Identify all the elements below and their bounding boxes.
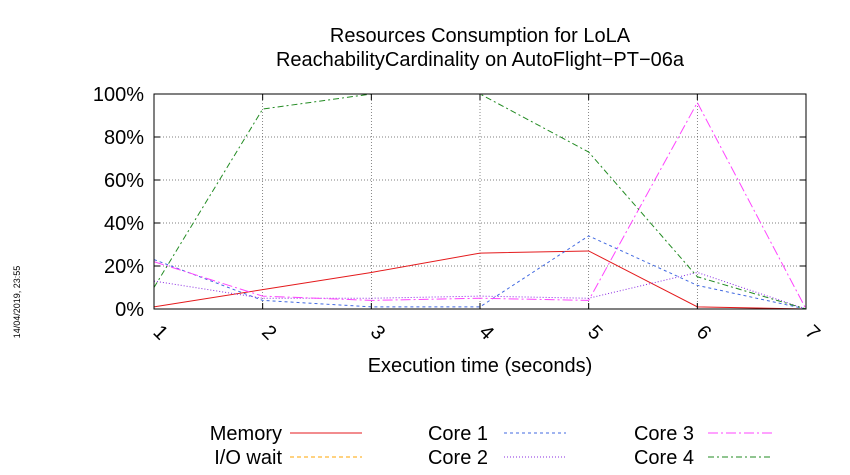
x-tick-label: 6 [692, 321, 715, 344]
plot-frame [153, 93, 807, 310]
chart-title-line-1: Resources Consumption for LoLA [330, 25, 631, 47]
y-tick-label: 0% [115, 299, 144, 321]
y-tick-label: 100% [93, 84, 144, 106]
grid [153, 93, 807, 310]
x-tick-label: 7 [801, 321, 824, 344]
y-tick-label: 20% [104, 256, 144, 278]
timestamp-label: 14/04/2019, 23:55 [12, 266, 22, 339]
series-line-core-4 [153, 93, 807, 310]
series-line-core-2 [153, 271, 807, 310]
series-line-core-3 [153, 101, 807, 310]
legend-label-core-3: Core 3 [634, 423, 694, 445]
chart-title-line-2: ReachabilityCardinality on AutoFlight−PT… [276, 49, 685, 71]
x-axis-label: Execution time (seconds) [368, 355, 593, 377]
x-tick-label: 5 [583, 321, 606, 344]
legend-label-core-1: Core 1 [428, 423, 488, 445]
x-tick-label: 1 [149, 321, 172, 344]
legend-label-core-4: Core 4 [634, 447, 694, 469]
series-line-core-1 [153, 235, 807, 310]
y-tick-label: 40% [104, 213, 144, 235]
y-tick-label: 80% [104, 127, 144, 149]
y-tick-label: 60% [104, 170, 144, 192]
y-axis-ticks: 0% 20% 40% 60% 80% 100% [93, 84, 806, 321]
x-tick-label: 4 [475, 321, 498, 344]
legend-label-core-2: Core 2 [428, 447, 488, 469]
legend-label-i-o-wait: I/O wait [214, 447, 282, 469]
series-layer [153, 93, 807, 310]
x-tick-label: 2 [257, 321, 280, 344]
x-tick-label: 3 [366, 321, 389, 344]
legend-label-memory: Memory [210, 423, 282, 445]
